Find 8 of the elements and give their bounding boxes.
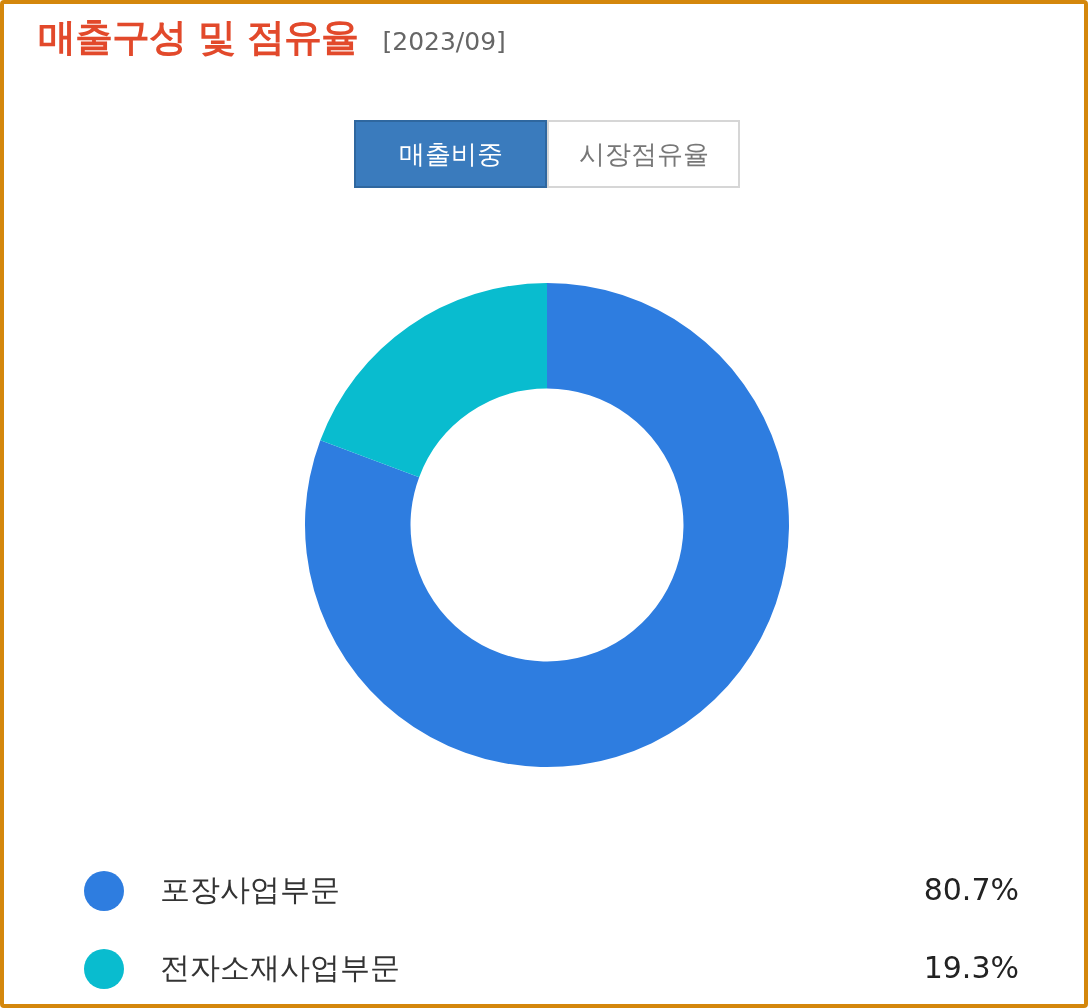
legend-label: 전자소재사업부문 [160, 949, 400, 987]
tab-button[interactable]: 시장점유율 [547, 120, 740, 188]
data-label: 80.7% [923, 871, 1019, 909]
chart-title: 매출구성 및 점유율 [38, 14, 359, 61]
tab-button[interactable]: 매출비중 [354, 120, 547, 188]
chart-subtitle: [2023/09] [382, 27, 506, 56]
legend-label: 포장사업부문 [160, 871, 340, 909]
data-label: 19.3% [923, 949, 1019, 987]
